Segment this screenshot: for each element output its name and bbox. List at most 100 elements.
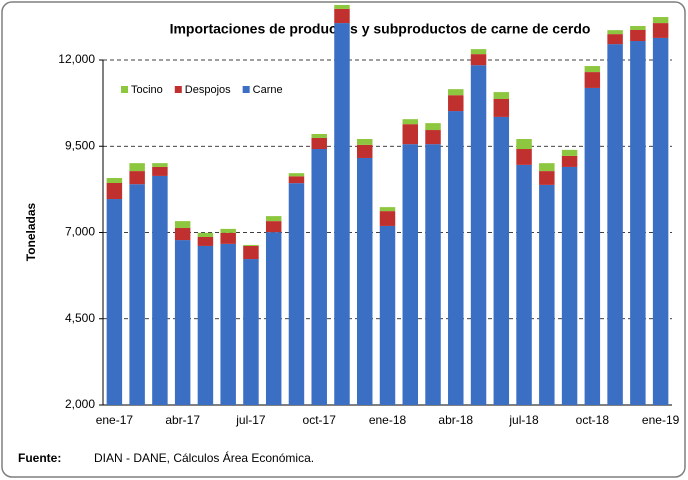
bar-segment bbox=[197, 236, 214, 246]
bar-segment bbox=[402, 144, 418, 405]
legend-swatch bbox=[121, 86, 128, 93]
bar-segment bbox=[357, 144, 373, 158]
bar-segment bbox=[493, 92, 510, 99]
bar-segment bbox=[470, 65, 487, 406]
bar-segment bbox=[129, 163, 145, 172]
bar-segment bbox=[243, 245, 259, 260]
bar-segment bbox=[516, 139, 532, 150]
bar-segment bbox=[288, 173, 305, 177]
x-tick-label: ene-18 bbox=[369, 413, 407, 427]
bar-segment bbox=[652, 17, 669, 24]
x-tick-label: jul-17 bbox=[235, 413, 266, 427]
bar-segment bbox=[334, 8, 350, 24]
x-tick-label: oct-18 bbox=[576, 413, 610, 427]
bar-segment bbox=[243, 259, 259, 405]
bar-segment bbox=[493, 116, 510, 406]
bar-segment bbox=[334, 4, 350, 9]
bar-segment bbox=[448, 95, 464, 112]
bar-segment bbox=[470, 49, 487, 55]
bar-segment bbox=[243, 244, 259, 246]
x-tick-label: oct-17 bbox=[303, 413, 337, 427]
bar-segment bbox=[493, 98, 510, 117]
bar-segment bbox=[425, 130, 441, 145]
bar-segment bbox=[197, 245, 214, 405]
bar-segment bbox=[402, 119, 418, 125]
bar-segment bbox=[561, 155, 578, 167]
x-tick-label: ene-17 bbox=[96, 413, 134, 427]
bar-segment bbox=[470, 54, 487, 66]
source-text: DIAN - DANE, Cálculos Área Económica. bbox=[94, 450, 314, 465]
bar-segment bbox=[630, 26, 646, 30]
bar-segment bbox=[265, 216, 282, 222]
bar-segment bbox=[334, 23, 350, 406]
bar-segment bbox=[129, 171, 145, 185]
legend-swatch bbox=[242, 86, 250, 93]
bar-segment bbox=[379, 211, 396, 226]
bar-segment bbox=[152, 175, 168, 405]
bar-segment bbox=[539, 163, 555, 172]
bar-segment bbox=[220, 243, 236, 405]
bar-segment bbox=[220, 228, 236, 233]
bar-segment bbox=[425, 144, 441, 405]
bar-segment bbox=[584, 72, 601, 88]
bar-segment bbox=[630, 41, 646, 406]
bar-segment bbox=[311, 137, 327, 150]
x-tick-label: jul-18 bbox=[508, 413, 539, 427]
bar-segment bbox=[516, 149, 532, 165]
x-tick-label: abr-17 bbox=[165, 413, 200, 427]
bar-segment bbox=[288, 176, 305, 184]
bar-segment bbox=[174, 221, 191, 229]
bar-segment bbox=[539, 171, 555, 185]
bar-segment bbox=[607, 34, 623, 45]
y-tick-label: 12,000 bbox=[58, 52, 95, 66]
bar-segment bbox=[220, 232, 236, 244]
bar-segment bbox=[265, 232, 282, 405]
bar-segment bbox=[539, 184, 555, 405]
bar-segment bbox=[448, 89, 464, 96]
bar-segment bbox=[402, 124, 418, 145]
legend-swatch bbox=[174, 86, 182, 93]
bar-segment bbox=[607, 30, 623, 35]
legend-label: Tocino bbox=[131, 84, 163, 96]
bar-segment bbox=[652, 23, 669, 38]
y-tick-label: 7,000 bbox=[65, 225, 95, 239]
bar-segment bbox=[311, 149, 327, 405]
x-tick-label: ene-19 bbox=[642, 413, 680, 427]
bar-segment bbox=[584, 66, 601, 73]
bar-segment bbox=[607, 44, 623, 405]
legend-label: Despojos bbox=[185, 84, 231, 96]
bar-segment bbox=[584, 87, 601, 405]
bar-segment bbox=[129, 184, 145, 405]
bar-segment bbox=[106, 182, 123, 200]
bar-segment bbox=[630, 29, 646, 42]
bar-segment bbox=[357, 157, 373, 405]
bar-segment bbox=[288, 183, 305, 405]
bar-segment bbox=[174, 240, 191, 405]
bar-segment bbox=[652, 37, 669, 406]
legend-label: Carne bbox=[253, 84, 283, 96]
y-tick-label: 2,000 bbox=[65, 397, 95, 411]
chart-title: Importaciones de productos y subproducto… bbox=[170, 21, 591, 37]
bar-segment bbox=[357, 139, 373, 145]
bar-segment bbox=[425, 123, 441, 131]
bar-segment bbox=[106, 199, 123, 405]
bar-segment bbox=[561, 149, 578, 156]
y-tick-label: 9,500 bbox=[65, 138, 95, 152]
bar-segment bbox=[379, 225, 396, 405]
bar-segment bbox=[379, 207, 396, 212]
bar-segment bbox=[106, 177, 123, 183]
bar-segment bbox=[152, 163, 168, 167]
x-tick-label: abr-18 bbox=[438, 413, 473, 427]
bar-segment bbox=[152, 166, 168, 176]
bar-segment bbox=[174, 228, 191, 241]
y-axis-label: Toneladas bbox=[24, 202, 38, 261]
bar-segment bbox=[516, 164, 532, 405]
bar-segment bbox=[197, 232, 214, 237]
bar-segment bbox=[561, 166, 578, 405]
bar-segment bbox=[448, 111, 464, 405]
bar-segment bbox=[311, 134, 327, 138]
y-tick-label: 4,500 bbox=[65, 311, 95, 325]
bar-segment bbox=[265, 221, 282, 233]
source-label: Fuente: bbox=[18, 451, 61, 465]
